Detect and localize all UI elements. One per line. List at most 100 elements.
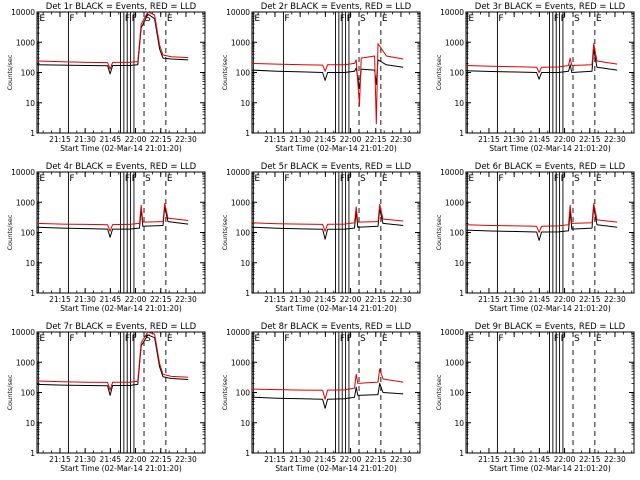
plot-frame (36, 171, 206, 294)
x-tick-label: 21:15 (478, 295, 500, 304)
event-marker-label: E (468, 174, 474, 184)
x-tick-label: 21:15 (264, 135, 286, 144)
event-marker-label: E (468, 334, 474, 344)
x-tick-label: 21:45 (100, 455, 122, 464)
x-axis-label: Start Time (02-Mar-14 21:01:20) (489, 464, 611, 473)
y-tick-label: 1 (245, 449, 250, 458)
panel-title: Det 1r BLACK = Events, RED = LLD (46, 2, 197, 12)
events-series-line (36, 334, 189, 396)
y-tick-label: 100 (450, 229, 465, 238)
y-axis-label: Counts/sec (221, 214, 229, 250)
x-tick-label: 22:30 (604, 295, 626, 304)
plot-frame (251, 331, 421, 454)
x-axis-label: Start Time (02-Mar-14 21:01:20) (489, 144, 611, 153)
y-axis-label: Counts/sec (221, 374, 229, 410)
event-marker-label: F (561, 174, 566, 184)
event-marker-label: F (498, 174, 503, 184)
panel-title: Det 6r BLACK = Events, RED = LLD (475, 162, 626, 172)
x-tick-label: 22:00 (554, 295, 576, 304)
x-tick-label: 22:00 (125, 135, 147, 144)
y-tick-label: 1 (459, 449, 464, 458)
event-marker-label: F (498, 14, 503, 24)
event-marker-label: F (132, 334, 137, 344)
y-tick-label: 1 (30, 129, 35, 138)
y-tick-label: 10000 (11, 168, 35, 177)
event-marker-label: S (360, 14, 366, 24)
lld-series-line (251, 368, 404, 400)
x-tick-label: 21:30 (503, 455, 525, 464)
y-tick-label: 10 (240, 99, 250, 108)
y-tick-label: 10000 (226, 328, 250, 337)
x-axis-label: Start Time (02-Mar-14 21:01:20) (489, 304, 611, 313)
x-tick-label: 21:15 (264, 295, 286, 304)
y-tick-label: 100 (450, 69, 465, 78)
x-tick-label: 22:30 (175, 295, 197, 304)
y-tick-label: 1 (245, 289, 250, 298)
event-marker-label: E (382, 14, 388, 24)
x-tick-label: 22:30 (390, 135, 412, 144)
x-axis-label: Start Time (02-Mar-14 21:01:20) (60, 144, 182, 153)
x-tick-label: 22:30 (604, 455, 626, 464)
event-marker-label: E (39, 334, 45, 344)
y-tick-label: 10000 (440, 8, 464, 17)
event-marker-label: E (468, 14, 474, 24)
event-marker-label: E (167, 334, 173, 344)
y-tick-label: 10000 (11, 328, 35, 337)
event-marker-label: S (145, 174, 151, 184)
event-marker-label: F (125, 174, 130, 184)
x-tick-label: 22:15 (150, 135, 172, 144)
y-tick-label: 10 (454, 259, 464, 268)
event-marker-label: S (574, 14, 580, 24)
panel-title: Det 3r BLACK = Events, RED = LLD (475, 2, 626, 12)
x-tick-label: 21:45 (529, 295, 551, 304)
x-tick-label: 22:30 (390, 455, 412, 464)
panel-title: Det 2r BLACK = Events, RED = LLD (261, 2, 412, 12)
y-tick-label: 10 (240, 419, 250, 428)
event-marker-label: E (167, 14, 173, 24)
event-marker-label: E (596, 334, 602, 344)
panel-6: Det 6r BLACK = Events, RED = LLD 1 10 100 10… (435, 162, 635, 313)
x-tick-label: 21:45 (529, 135, 551, 144)
x-tick-label: 21:30 (74, 455, 96, 464)
x-tick-label: 22:15 (365, 135, 387, 144)
plot-frame (465, 331, 635, 454)
event-marker-label: E (254, 14, 260, 24)
event-marker-label: S (574, 334, 580, 344)
event-marker-label: S (145, 14, 151, 24)
events-series-line (465, 48, 618, 80)
x-tick-label: 21:15 (49, 135, 71, 144)
event-marker-label: E (254, 334, 260, 344)
y-tick-label: 1000 (16, 358, 35, 367)
lld-series-line (36, 203, 189, 232)
x-tick-label: 21:45 (529, 455, 551, 464)
x-tick-label: 22:00 (554, 135, 576, 144)
event-marker-label: F (347, 14, 352, 24)
x-tick-label: 21:30 (289, 135, 311, 144)
plot-frame (465, 171, 635, 294)
x-axis-label: Start Time (02-Mar-14 21:01:20) (60, 304, 182, 313)
x-tick-label: 22:30 (390, 295, 412, 304)
x-tick-label: 21:30 (74, 295, 96, 304)
y-axis-label: Counts/sec (435, 374, 443, 410)
y-axis-label: Counts/sec (435, 54, 443, 90)
plot-frame (36, 11, 206, 134)
x-tick-label: 21:15 (478, 135, 500, 144)
x-tick-label: 21:45 (100, 295, 122, 304)
panel-3: Det 3r BLACK = Events, RED = LLD 1 10 100 10… (435, 2, 635, 153)
x-tick-label: 21:45 (315, 295, 337, 304)
event-marker-label: E (39, 174, 45, 184)
y-tick-label: 1 (30, 449, 35, 458)
lld-series-line (36, 11, 189, 70)
event-marker-label: F (561, 334, 566, 344)
event-marker-label: F (498, 334, 503, 344)
y-tick-label: 10000 (11, 8, 35, 17)
x-tick-label: 21:30 (503, 135, 525, 144)
y-tick-label: 100 (236, 229, 251, 238)
y-tick-label: 10000 (226, 168, 250, 177)
x-tick-label: 22:00 (125, 455, 147, 464)
panel-4: Det 4r BLACK = Events, RED = LLD 1 10 100 10… (6, 162, 206, 313)
x-tick-label: 21:15 (478, 455, 500, 464)
x-tick-label: 22:15 (150, 295, 172, 304)
panel-9: Det 9r BLACK = Events, RED = LLD 1 10 100 10… (435, 322, 635, 473)
